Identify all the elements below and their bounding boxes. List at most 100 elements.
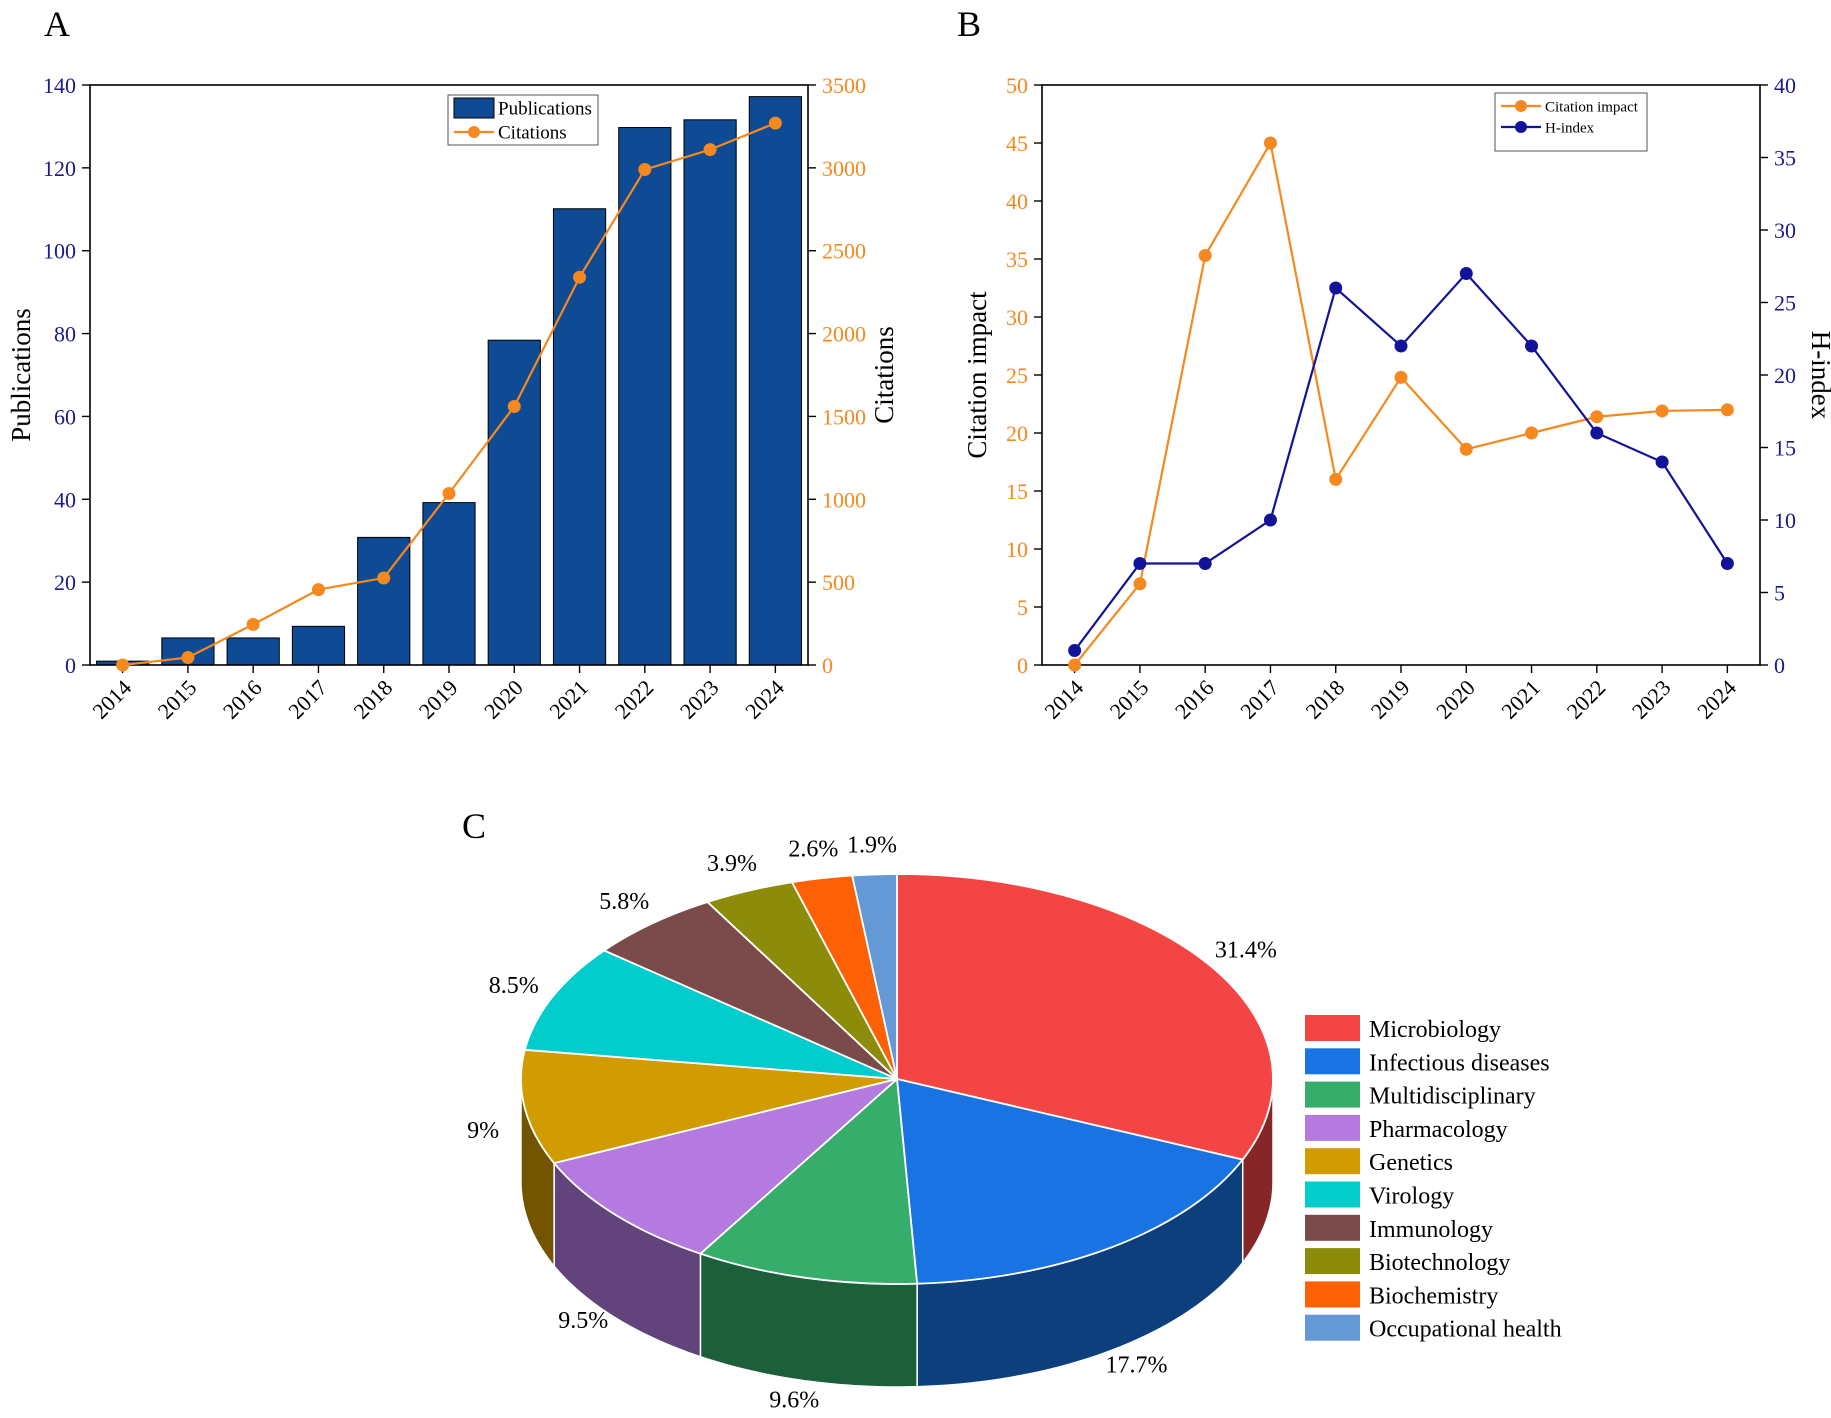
y-axis-title: Citation impact [962, 291, 992, 459]
left-axis-tick-label: 10 [1006, 537, 1028, 562]
right-axis-tick-label: 40 [1774, 73, 1796, 98]
left-axis-tick-label: 25 [1006, 363, 1028, 388]
legend-swatch-occupational-health [1305, 1314, 1360, 1341]
bar-publications-2018 [357, 536, 411, 666]
right-axis-tick-label: 2000 [822, 322, 866, 347]
bar-publications-2023 [683, 119, 737, 666]
bar-publications-2017 [291, 625, 346, 666]
right-axis-tick-label: 5 [1774, 581, 1785, 606]
point-citations-2020 [507, 399, 521, 413]
right-axis-tick-label: 1000 [822, 487, 866, 512]
point-h-index-2023 [1655, 455, 1669, 469]
panel-label-b: B [957, 4, 981, 44]
legend-swatch-genetics [1305, 1148, 1360, 1175]
x-axis-tick-label: 2022 [1562, 675, 1611, 724]
left-axis-tick-label: 40 [54, 487, 76, 512]
left-axis-tick-label: 20 [54, 570, 76, 595]
right-axis-tick-label: 0 [822, 653, 833, 678]
pie-slice-occupational-health [851, 873, 898, 1080]
legend-label-citations: Citations [498, 123, 567, 144]
x-axis-tick-label: 2020 [479, 675, 528, 724]
right-axis-tick-label: 0 [1774, 653, 1785, 678]
right-axis-tick-label: 3500 [822, 73, 866, 98]
x-axis-tick-label: 2018 [1300, 675, 1349, 724]
pie-percent-label: 2.6% [788, 837, 838, 863]
pie-percent-label: 9.6% [769, 1388, 819, 1414]
point-citation-impact-2014 [1068, 658, 1082, 672]
series-line-citation-impact [1073, 139, 1728, 666]
legend-label-biotechnology: Biotechnology [1369, 1250, 1510, 1276]
left-axis-tick-label: 60 [54, 404, 76, 429]
point-h-index-2019 [1394, 339, 1408, 353]
legend-label-genetics: Genetics [1369, 1150, 1453, 1176]
x-axis-tick-label: 2017 [283, 675, 332, 724]
point-citation-impact-2017 [1263, 136, 1277, 150]
point-citations-2022 [638, 163, 652, 177]
point-citations-2017 [311, 583, 325, 597]
pie-percent-label: 3.9% [707, 851, 757, 877]
left-axis-tick-label: 0 [65, 653, 76, 678]
y-axis-title: Publications [6, 308, 36, 442]
x-axis-tick-label: 2014 [87, 675, 136, 724]
point-citations-2021 [573, 270, 587, 284]
right-axis-tick-label: 30 [1774, 218, 1796, 243]
pie-slice-immunology [602, 900, 898, 1080]
pie-percent-label: 1.9% [847, 832, 897, 858]
x-axis-tick-label: 2024 [1692, 675, 1741, 724]
left-axis-tick-label: 40 [1006, 189, 1028, 214]
x-axis-tick-label: 2016 [218, 675, 267, 724]
point-citation-impact-2020 [1459, 442, 1473, 456]
x-axis-tick-label: 2015 [1105, 675, 1154, 724]
right-axis-tick-label: 3000 [822, 156, 866, 181]
pie-percent-label: 8.5% [489, 973, 539, 999]
left-axis-tick-label: 20 [1006, 421, 1028, 446]
right-axis-tick-label: 1500 [822, 404, 866, 429]
point-citation-impact-2018 [1329, 472, 1343, 486]
legend-label-occupational-health: Occupational health [1369, 1317, 1562, 1343]
x-axis-tick-label: 2016 [1170, 675, 1219, 724]
left-axis-tick-label: 30 [1006, 305, 1028, 330]
right-axis-tick-label: 2500 [822, 239, 866, 264]
point-citations-2023 [703, 143, 717, 157]
legend-label-multidisciplinary: Multidisciplinary [1369, 1084, 1536, 1110]
legend-swatch-biochemistry [1305, 1281, 1360, 1308]
x-axis-tick-label: 2014 [1039, 675, 1088, 724]
point-citation-impact-2015 [1133, 577, 1147, 591]
point-citation-impact-2024 [1720, 403, 1734, 417]
legend-label-biochemistry: Biochemistry [1369, 1283, 1498, 1309]
point-h-index-2024 [1720, 557, 1734, 570]
legend-marker-citation-impact [1515, 100, 1527, 112]
left-axis-tick-label: 35 [1006, 247, 1028, 272]
legend-label-immunology: Immunology [1369, 1217, 1493, 1243]
panel-label-a: A [44, 4, 70, 44]
right-axis-tick-label: 20 [1774, 363, 1796, 388]
point-citations-2015 [181, 651, 195, 665]
legend-label-h-index: H-index [1545, 120, 1595, 136]
pie-slice-multidisciplinary [698, 1077, 919, 1285]
left-axis-tick-label: 50 [1006, 73, 1028, 98]
left-axis-tick-label: 45 [1006, 131, 1028, 156]
y2-axis-title: H-index [1806, 331, 1831, 420]
bar-publications-2019 [422, 502, 476, 666]
x-axis-tick-label: 2019 [414, 675, 463, 724]
legend-marker-citations [468, 126, 480, 138]
point-citations-2014 [116, 658, 130, 672]
legend-label-pharmacology: Pharmacology [1369, 1117, 1508, 1143]
right-axis-tick-label: 35 [1774, 146, 1796, 171]
pie-percent-label: 17.7% [1106, 1352, 1168, 1378]
left-axis-tick-label: 15 [1006, 479, 1028, 504]
chart-a-publications-citations: 0 20 40 60 80 100 120 140 0 500 1000 1500 2000 2500 30… [6, 73, 899, 724]
point-h-index-2020 [1459, 267, 1473, 280]
x-axis-tick-label: 2019 [1366, 675, 1415, 724]
bar-publications-2022 [618, 127, 672, 666]
legend-swatch-virology [1305, 1181, 1360, 1208]
chart-b-citation-impact-hindex: 0 5 10 15 20 25 30 35 40 45 50 0 5 10 15 20 25 30 35 40 2014… [962, 73, 1831, 724]
chart-c-category-pie: 31.4% 17.7% 9.6% 9.5% 9% 8.5% 5.8% 3.9% 2.6% 1.9%… [467, 832, 1561, 1413]
x-axis-tick-label: 2018 [348, 675, 397, 724]
legend-swatch-immunology [1305, 1214, 1360, 1241]
legend-label-microbiology: Microbiology [1369, 1017, 1501, 1043]
point-citation-impact-2019 [1394, 370, 1408, 384]
legend-swatch-biotechnology [1305, 1248, 1360, 1275]
point-h-index-2017 [1263, 513, 1277, 527]
